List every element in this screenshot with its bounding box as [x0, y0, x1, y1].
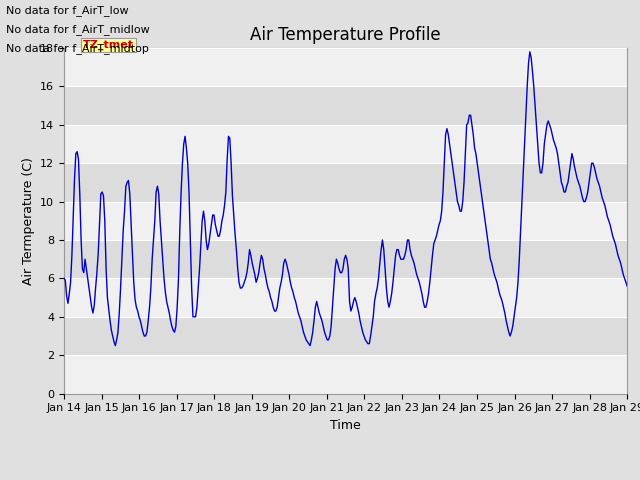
Bar	[64, 317, 627, 355]
Bar	[64, 163, 627, 202]
Bar	[64, 278, 627, 317]
Bar	[64, 125, 627, 163]
Text: No data for f_AirT_midlow: No data for f_AirT_midlow	[6, 24, 150, 35]
Bar	[64, 202, 627, 240]
Bar	[64, 86, 627, 125]
Y-axis label: Air Termperature (C): Air Termperature (C)	[22, 157, 35, 285]
Bar	[64, 240, 627, 278]
Bar	[64, 355, 627, 394]
Text: TZ_tmet: TZ_tmet	[83, 40, 134, 50]
Title: Air Temperature Profile: Air Temperature Profile	[250, 25, 441, 44]
Text: No data for f_AirT_midtop: No data for f_AirT_midtop	[6, 43, 149, 54]
Text: No data for f_AirT_low: No data for f_AirT_low	[6, 5, 129, 16]
X-axis label: Time: Time	[330, 419, 361, 432]
Bar	[64, 48, 627, 86]
